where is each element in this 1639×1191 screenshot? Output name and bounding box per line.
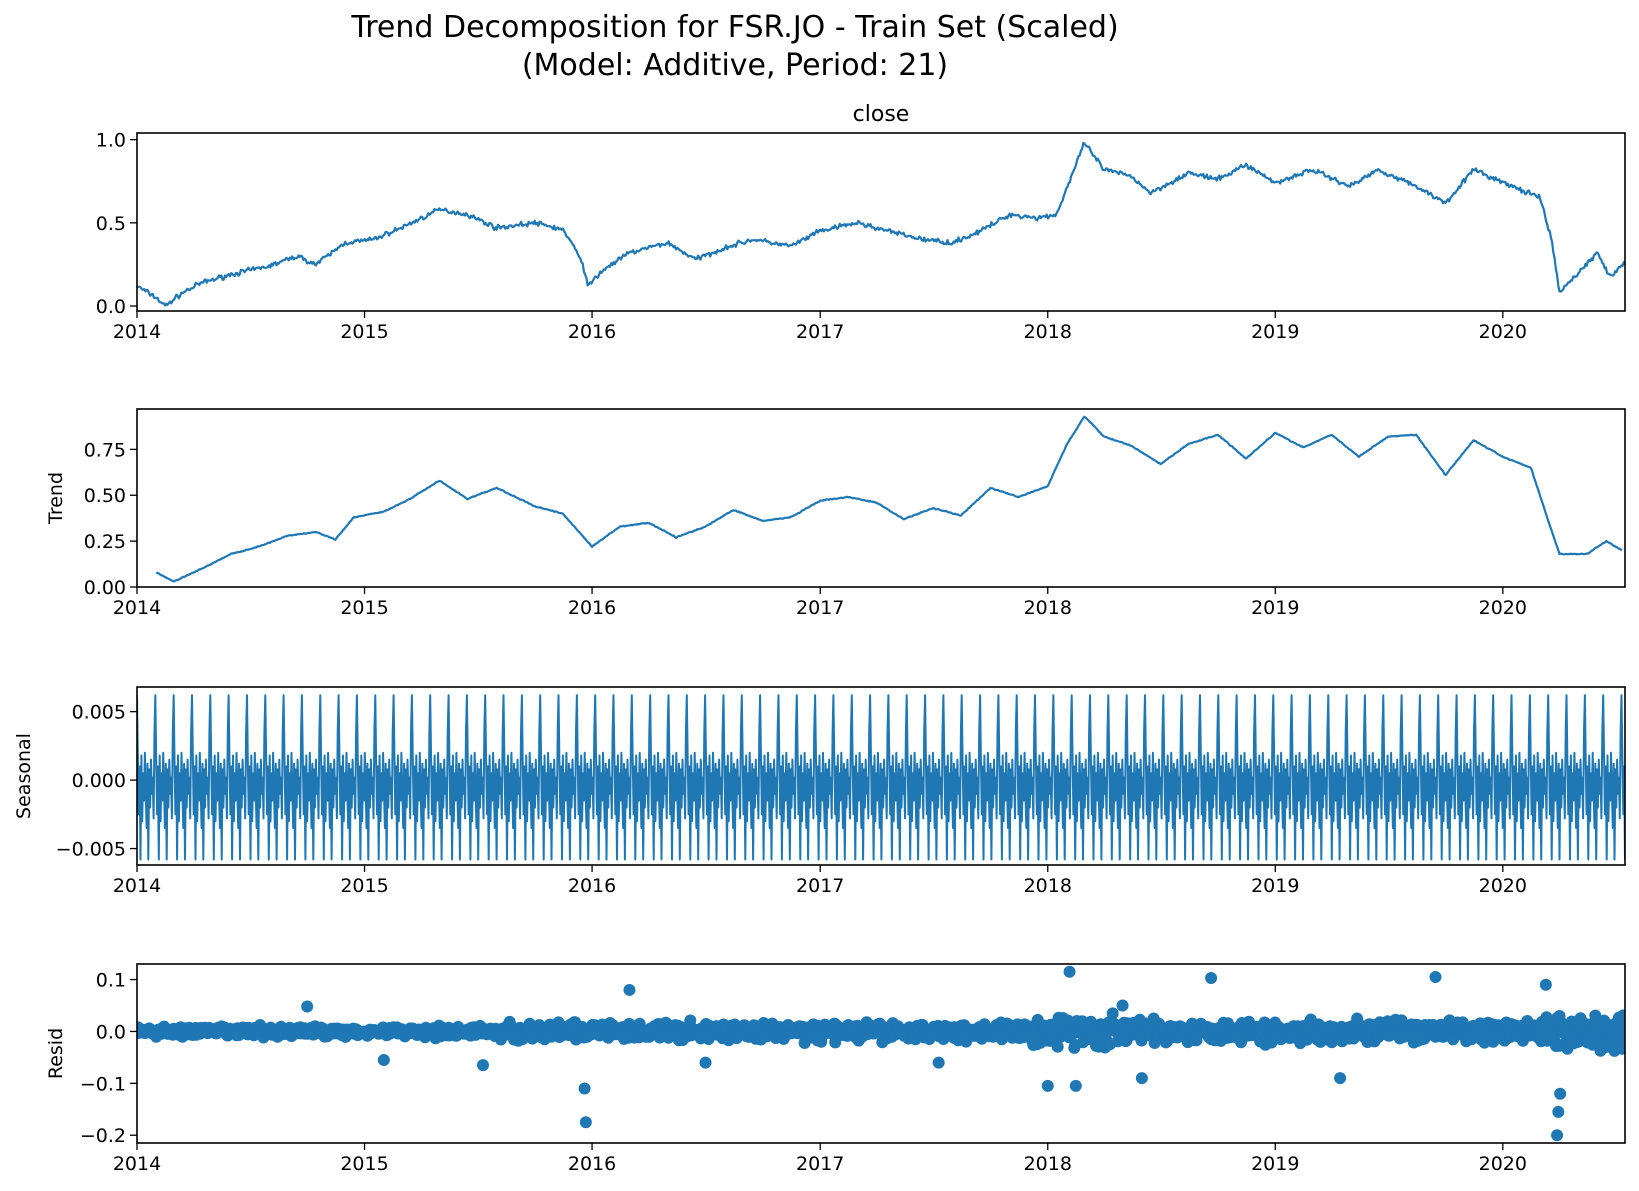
resid-outlier-2 <box>1041 1079 1054 1092</box>
resid-point <box>1617 1009 1625 1022</box>
x-tick-label-2014: 2014 <box>113 321 161 343</box>
y-tick-label: 0.0 <box>96 296 126 318</box>
x-tick-label-2017: 2017 <box>796 597 844 619</box>
figure-suptitle-line2: (Model: Additive, Period: 21) <box>521 48 949 83</box>
x-tick-label-2018: 2018 <box>1024 875 1072 897</box>
x-tick-label-2019: 2019 <box>1251 1153 1299 1175</box>
resid-outlier-4 <box>1069 1079 1082 1092</box>
resid-outlier-6 <box>1429 970 1442 983</box>
resid-outlier-11 <box>1539 978 1552 991</box>
x-tick-label-2017: 2017 <box>796 1153 844 1175</box>
x-tick-label-2019: 2019 <box>1251 875 1299 897</box>
y-tick-label: −0.005 <box>56 839 126 861</box>
y-tick-label: 0.1 <box>96 970 126 992</box>
plot-area-1 <box>137 141 1625 307</box>
x-tick-label-2017: 2017 <box>796 875 844 897</box>
x-tick-label-2015: 2015 <box>340 597 388 619</box>
resid-outlier-8 <box>1551 1129 1564 1142</box>
axes-frame <box>136 132 1626 312</box>
x-tick-label-2016: 2016 <box>568 1153 616 1175</box>
resid-point <box>1051 1040 1064 1053</box>
series-line <box>137 141 1625 307</box>
x-tick-label-2014: 2014 <box>113 1153 161 1175</box>
resid-outlier-3 <box>1063 965 1076 978</box>
resid-point <box>1616 1042 1625 1055</box>
x-tick-label-2016: 2016 <box>568 875 616 897</box>
resid-outlier-7 <box>1334 1072 1347 1085</box>
axes-frame <box>136 963 1626 1144</box>
resid-outlier-10 <box>1554 1087 1567 1100</box>
panel-title: close <box>853 102 910 127</box>
resid-outlier-5 <box>1205 972 1218 985</box>
x-tick-label-2015: 2015 <box>340 1153 388 1175</box>
resid-outlier-1 <box>579 1116 592 1129</box>
y-tick-label: 1.0 <box>96 130 126 152</box>
y-tick-label: −0.2 <box>80 1125 126 1147</box>
x-tick-label-2020: 2020 <box>1479 1153 1527 1175</box>
x-tick-label-2020: 2020 <box>1479 875 1527 897</box>
y-axis-label: Trend <box>45 472 67 525</box>
plot-area-2 <box>155 415 1623 583</box>
y-tick-label: 0.00 <box>84 577 126 599</box>
axes-frame <box>136 686 1626 866</box>
x-tick-label-2020: 2020 <box>1479 597 1527 619</box>
axes-frame <box>136 408 1626 588</box>
series-line <box>155 415 1623 583</box>
plot-area-4 <box>137 965 1625 1142</box>
resid-outlier-14 <box>699 1056 712 1069</box>
resid-outlier-9 <box>1552 1105 1565 1118</box>
x-tick-label-2020: 2020 <box>1479 321 1527 343</box>
x-tick-label-2019: 2019 <box>1251 321 1299 343</box>
y-tick-label: 0.000 <box>72 770 126 792</box>
resid-outlier-17 <box>1135 1072 1148 1085</box>
x-tick-label-2015: 2015 <box>340 875 388 897</box>
plot-area-3 <box>137 694 1625 861</box>
panel-4: 2014 2015 2016 2017 2018 2019 2020 −0.2 −0.1 0.0 0… <box>45 963 1626 1175</box>
resid-point <box>1106 1007 1119 1020</box>
x-tick-label-2016: 2016 <box>568 597 616 619</box>
panel-1: 2014 2015 2016 2017 2018 2019 2020 0.0 0.5 1.0 clo… <box>96 102 1626 343</box>
resid-outlier-12 <box>377 1053 390 1066</box>
resid-outlier-19 <box>301 1000 314 1013</box>
y-tick-label: 0.25 <box>84 531 126 553</box>
x-tick-label-2014: 2014 <box>113 875 161 897</box>
y-tick-label: 0.5 <box>96 213 126 235</box>
x-tick-label-2016: 2016 <box>568 321 616 343</box>
y-tick-label: 0.75 <box>84 439 126 461</box>
resid-outlier-16 <box>1116 999 1129 1012</box>
resid-outlier-0 <box>578 1082 591 1095</box>
y-tick-label: 0.0 <box>96 1021 126 1043</box>
resid-outlier-13 <box>476 1059 489 1072</box>
x-tick-label-2018: 2018 <box>1024 597 1072 619</box>
y-axis-label: Resid <box>45 1028 67 1079</box>
figure-suptitle-line1: Trend Decomposition for FSR.JO - Train S… <box>351 10 1119 45</box>
resid-outlier-15 <box>932 1056 945 1069</box>
x-tick-label-2019: 2019 <box>1251 597 1299 619</box>
x-tick-label-2015: 2015 <box>340 321 388 343</box>
x-tick-label-2014: 2014 <box>113 597 161 619</box>
x-tick-label-2017: 2017 <box>796 321 844 343</box>
seasonal-line <box>137 694 1625 861</box>
y-tick-label: 0.005 <box>72 702 126 724</box>
x-tick-label-2018: 2018 <box>1024 321 1072 343</box>
y-tick-label: 0.50 <box>84 485 126 507</box>
y-tick-label: −0.1 <box>80 1073 126 1095</box>
panel-2: 2014 2015 2016 2017 2018 2019 2020 0.00 0.25 0.50… <box>45 408 1626 619</box>
resid-outlier-18 <box>623 983 636 996</box>
resid-point <box>1619 1027 1625 1040</box>
panel-3: 2014 2015 2016 2017 2018 2019 2020 −0.005 0.000 0… <box>13 686 1626 897</box>
y-axis-label: Seasonal <box>13 733 35 819</box>
x-tick-label-2018: 2018 <box>1024 1153 1072 1175</box>
